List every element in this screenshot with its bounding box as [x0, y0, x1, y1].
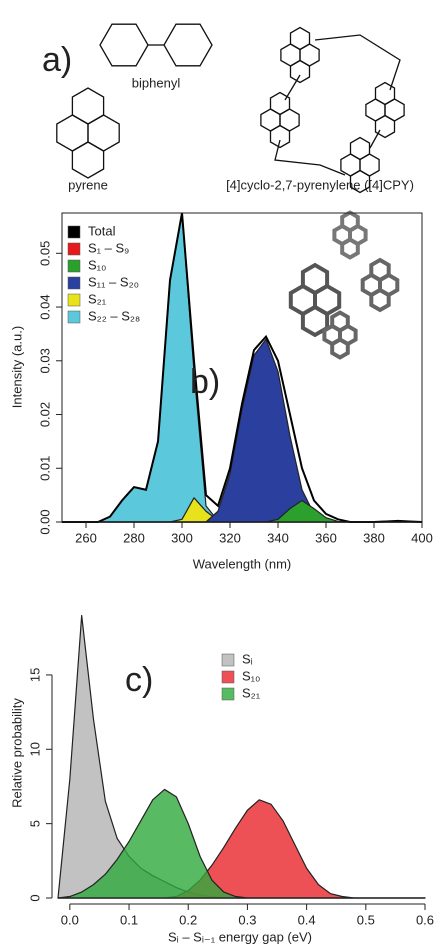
legend-swatch: [222, 688, 234, 700]
x-tick-label: 400: [411, 530, 433, 545]
x-tick-label: 0.4: [298, 912, 316, 927]
ring: [351, 138, 370, 160]
x-tick-label: 340: [267, 530, 289, 545]
legend-swatch: [68, 226, 80, 238]
legend-label: S₂₁: [88, 291, 107, 306]
ring: [303, 265, 327, 293]
legend-swatch: [68, 311, 80, 323]
ring: [371, 260, 388, 280]
y-tick-label: 0.00: [37, 509, 52, 534]
legend-label: S₂₁: [242, 685, 261, 700]
legend-swatch: [68, 277, 80, 289]
x-axis-label: Wavelength (nm): [193, 556, 292, 571]
y-tick-label: 0: [27, 894, 42, 901]
ring: [291, 28, 310, 50]
panel-label: a): [42, 41, 72, 79]
y-tick-label: 0.03: [37, 348, 52, 373]
x-tick-label: 0.0: [61, 912, 79, 927]
x-tick-label: 0.2: [179, 912, 197, 927]
x-axis-label: Sᵢ – Sᵢ₋₁ energy gap (eV): [168, 929, 312, 944]
ring: [291, 61, 310, 83]
chart: 0.0 0.1 0.2 0.3 0.4 0.5 0.6 0 5 10 15 Sᵢ – Sᵢ₋₁ ene…: [9, 615, 434, 944]
ring: [72, 142, 103, 178]
ring: [342, 240, 358, 258]
molecule-label: [4]cyclo-2,7-pyrenylene ([4]CPY): [226, 177, 414, 192]
ring: [72, 88, 103, 124]
ring: [100, 24, 148, 66]
y-tick-label: 0.04: [37, 294, 52, 319]
legend-label: S₁₁ – S₂₀: [88, 274, 139, 289]
molecule-drawings: [57, 24, 404, 192]
y-tick-label: 15: [27, 668, 42, 682]
x-tick-label: 0.3: [238, 912, 256, 927]
bond: [275, 140, 345, 175]
bond: [370, 130, 380, 148]
y-tick-label: 10: [27, 742, 42, 756]
x-tick-label: 0.5: [357, 912, 375, 927]
legend-label: S₁₀: [88, 257, 106, 272]
x-tick-label: 380: [363, 530, 385, 545]
ring: [332, 340, 348, 358]
y-tick-label: 0.02: [37, 402, 52, 427]
legend-swatch: [68, 260, 80, 272]
bond: [315, 35, 400, 90]
legend-label: Total: [88, 223, 116, 238]
x-tick-label: 280: [123, 530, 145, 545]
panel-label: c): [125, 661, 153, 699]
legend-label: S₁₀: [242, 668, 260, 683]
y-axis-label: Relative probability: [9, 698, 24, 808]
molecule-label: biphenyl: [132, 75, 181, 90]
panel-label: b): [190, 363, 220, 401]
inset-molecule: [291, 213, 398, 358]
y-tick-label: 0.05: [37, 241, 52, 266]
ring: [57, 115, 88, 151]
legend-label: S₁ – S₉: [88, 240, 129, 255]
molecule-label: pyrene: [68, 177, 108, 192]
y-axis-label: Intensity (a.u.): [9, 326, 24, 408]
ring: [88, 115, 119, 151]
x-tick-label: 260: [75, 530, 97, 545]
x-tick-label: 0.6: [416, 912, 434, 927]
y-tick-label: 0.01: [37, 456, 52, 481]
figure: a) biphenyl pyrene [4]cyclo-2,7-pyrenyle…: [0, 0, 435, 947]
legend-swatch: [222, 671, 234, 683]
legend-swatch: [222, 654, 234, 666]
ring: [164, 24, 212, 66]
area: [62, 339, 422, 522]
y-tick-label: 5: [27, 820, 42, 827]
ring: [332, 313, 348, 331]
x-tick-label: 300: [171, 530, 193, 545]
x-tick-label: 0.1: [120, 912, 138, 927]
ring: [371, 290, 388, 310]
legend-label: S₂₂ – S₂₈: [88, 308, 140, 323]
legend-label: Sᵢ: [242, 651, 253, 666]
x-tick-label: 360: [315, 530, 337, 545]
x-tick-label: 320: [219, 530, 241, 545]
legend-swatch: [68, 243, 80, 255]
legend-swatch: [68, 294, 80, 306]
ring: [271, 126, 290, 148]
ring: [271, 93, 290, 115]
ring: [342, 213, 358, 231]
